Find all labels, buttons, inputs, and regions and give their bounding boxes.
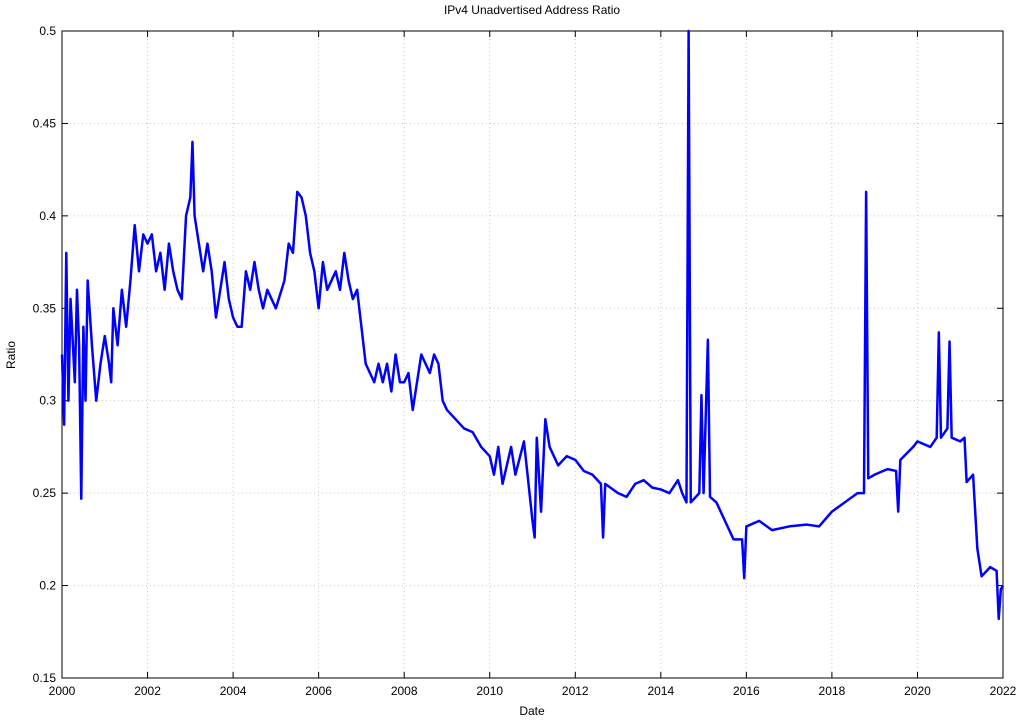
x-axis-label: Date <box>519 704 545 718</box>
y-tick-label: 0.5 <box>39 24 56 38</box>
y-tick-label: 0.2 <box>39 579 56 593</box>
x-tick-label: 2016 <box>733 684 760 698</box>
y-tick-label: 0.4 <box>39 209 56 223</box>
x-tick-label: 2022 <box>990 684 1017 698</box>
data-line <box>60 29 1005 621</box>
y-tick-label: 0.45 <box>33 116 57 130</box>
chart-title: IPv4 Unadvertised Address Ratio <box>444 3 620 17</box>
y-tick-label: 0.15 <box>33 671 57 685</box>
x-tick-label: 2002 <box>134 684 161 698</box>
y-tick-label: 0.35 <box>33 301 57 315</box>
x-tick-label: 2004 <box>220 684 247 698</box>
x-tick-label: 2006 <box>305 684 332 698</box>
x-tick-label: 2000 <box>49 684 76 698</box>
x-tick-label: 2020 <box>904 684 931 698</box>
y-axis-label: Ratio <box>4 341 18 369</box>
y-tick-label: 0.3 <box>39 394 56 408</box>
x-tick-label: 2010 <box>476 684 503 698</box>
y-tick-label: 0.25 <box>33 486 57 500</box>
x-tick-label: 2014 <box>647 684 674 698</box>
x-tick-label: 2018 <box>819 684 846 698</box>
x-tick-label: 2008 <box>391 684 418 698</box>
x-tick-label: 2012 <box>562 684 589 698</box>
